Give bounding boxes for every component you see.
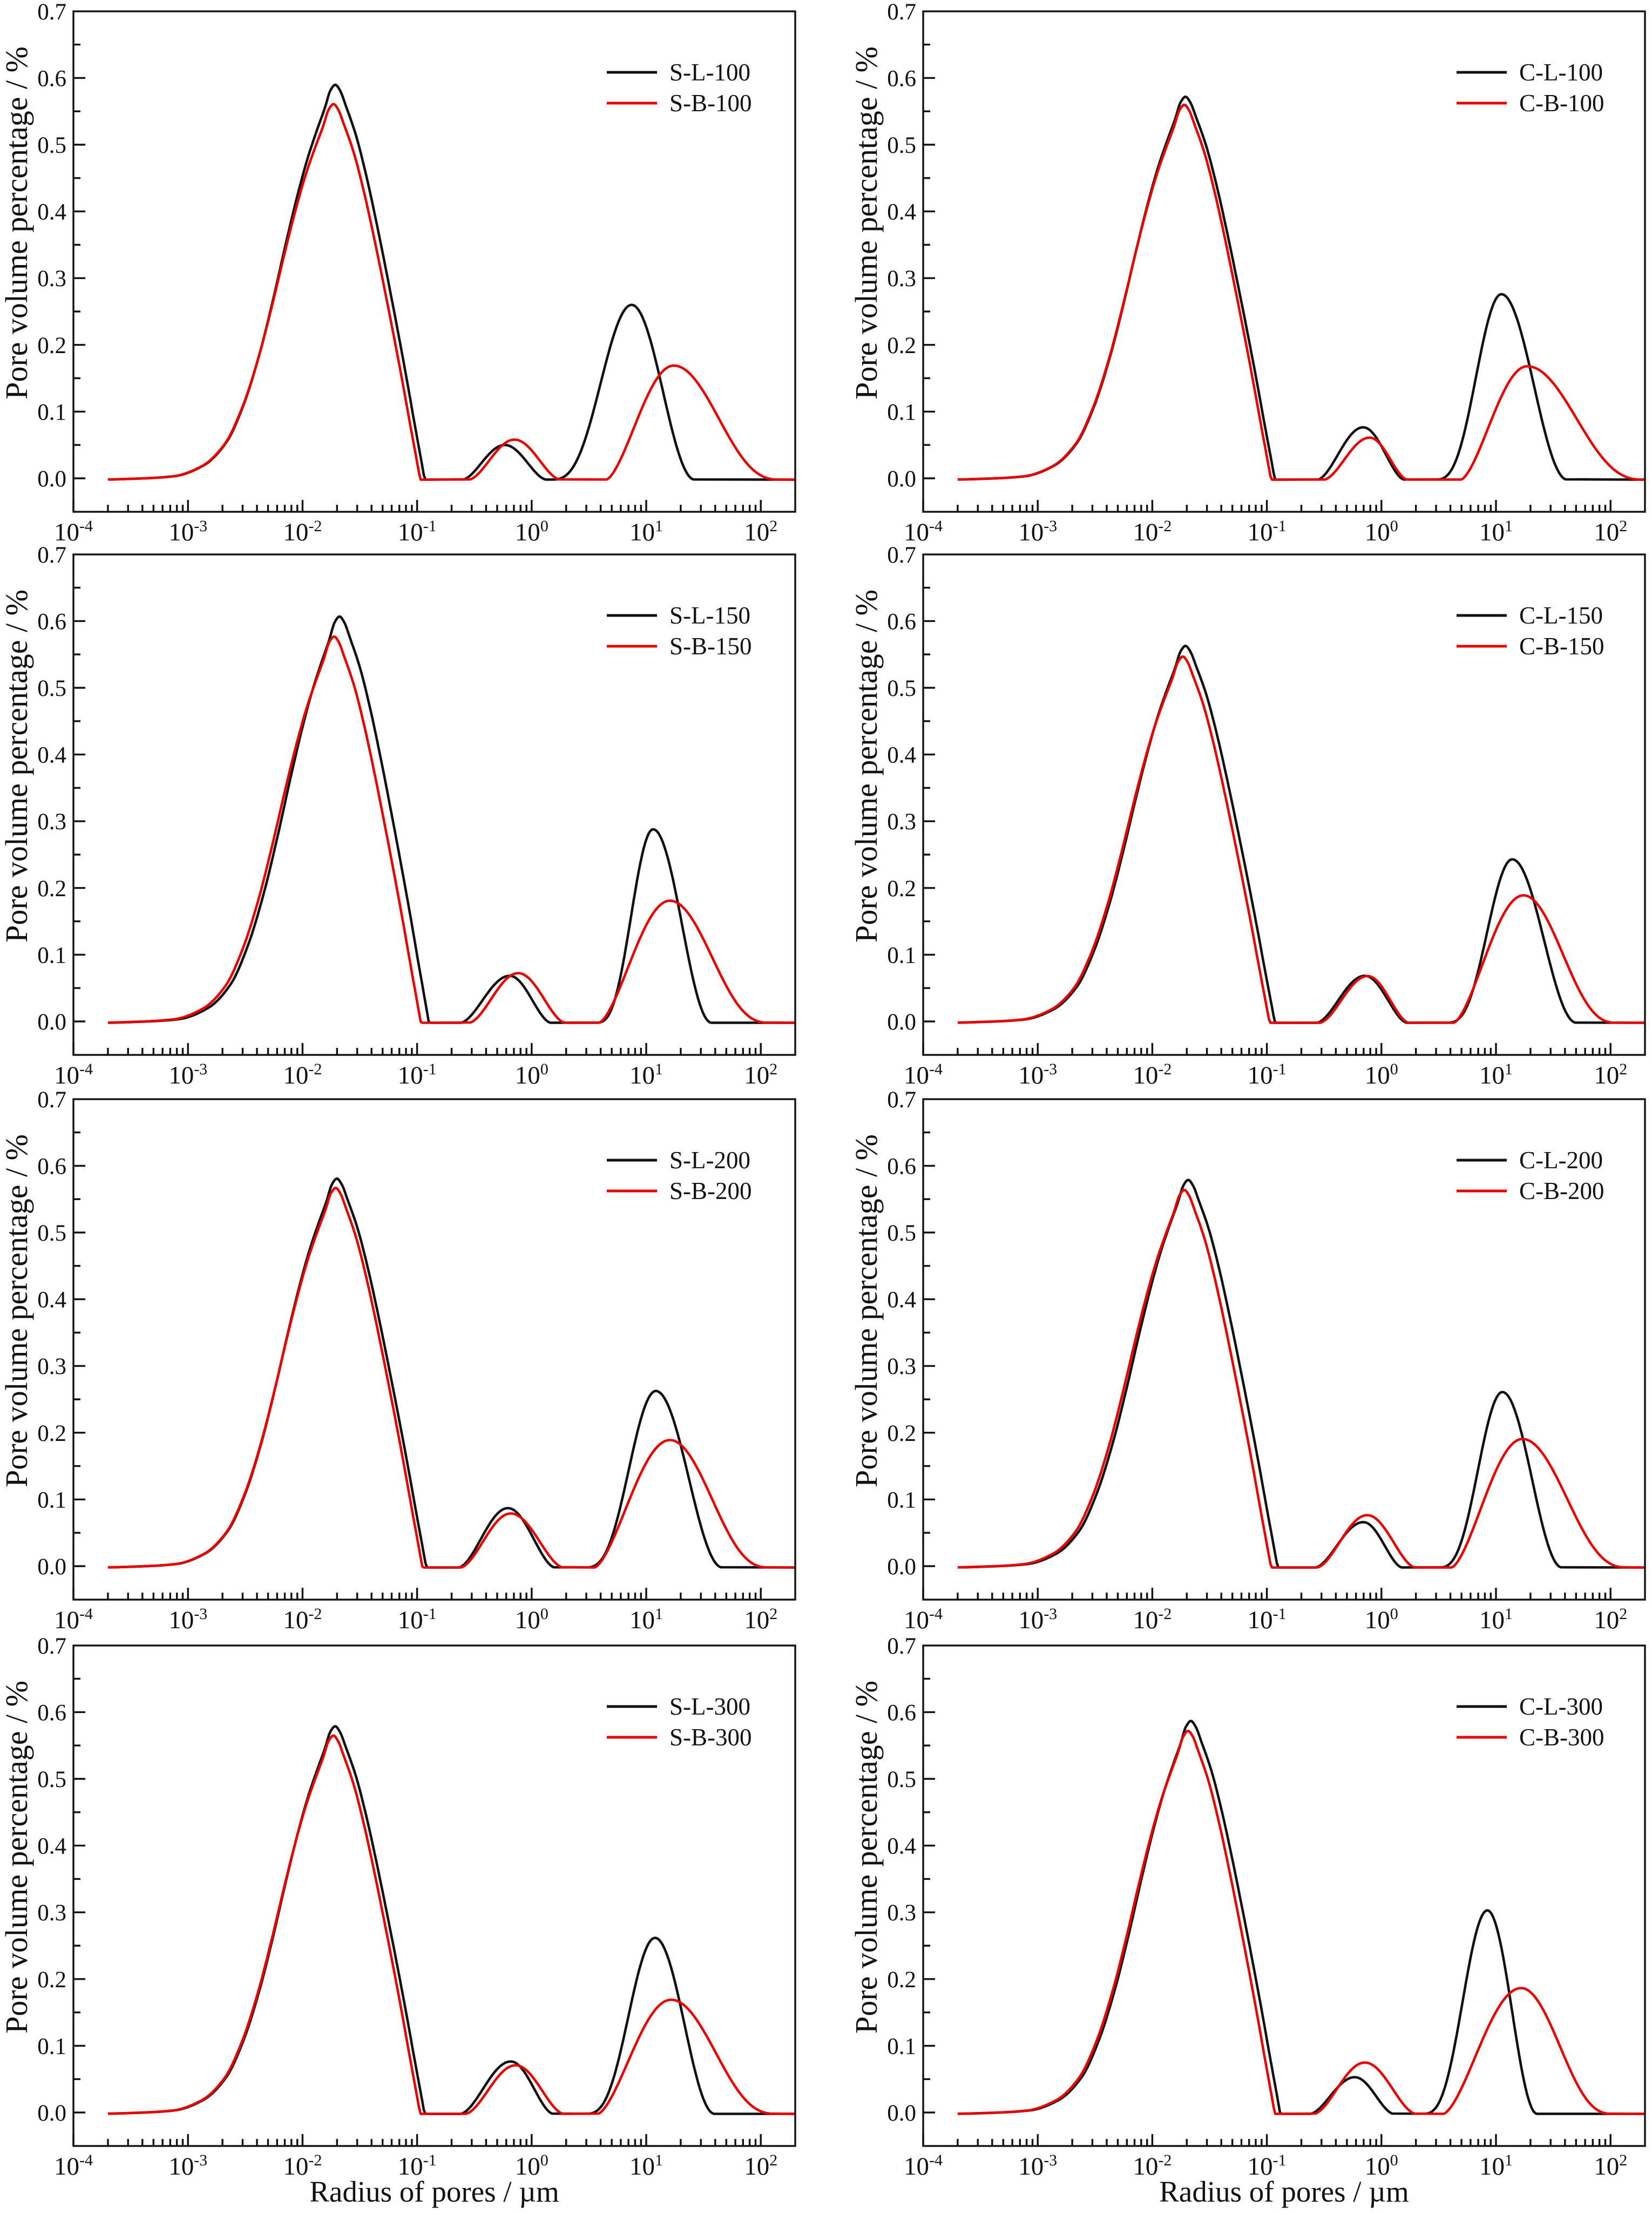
svg-text:0.4: 0.4 [887, 1834, 916, 1859]
svg-text:0.1: 0.1 [887, 1487, 916, 1513]
svg-text:0.4: 0.4 [37, 200, 66, 225]
svg-text:0.7: 0.7 [887, 543, 916, 568]
svg-text:10-1: 10-1 [398, 517, 437, 546]
svg-text:0.0: 0.0 [887, 1010, 916, 1035]
svg-text:102: 102 [744, 1605, 777, 1634]
svg-text:0.2: 0.2 [887, 333, 916, 358]
svg-text:C-L-200: C-L-200 [1519, 1147, 1603, 1174]
svg-text:0.3: 0.3 [37, 266, 66, 292]
svg-text:0.5: 0.5 [37, 1767, 66, 1792]
svg-text:Pore volume percentage / %: Pore volume percentage / % [849, 590, 884, 943]
svg-text:Pore volume percentage / %: Pore volume percentage / % [849, 46, 884, 400]
svg-text:0.1: 0.1 [37, 2034, 66, 2059]
svg-text:0.6: 0.6 [887, 66, 916, 91]
svg-text:0.1: 0.1 [887, 2034, 916, 2059]
svg-text:101: 101 [629, 1060, 663, 1089]
svg-text:0.6: 0.6 [37, 66, 66, 91]
svg-text:0.6: 0.6 [887, 1700, 916, 1725]
svg-text:0.5: 0.5 [887, 1221, 916, 1246]
svg-text:0.3: 0.3 [37, 1354, 66, 1379]
svg-text:0.4: 0.4 [37, 1288, 66, 1313]
svg-text:S-L-300: S-L-300 [669, 1693, 750, 1720]
svg-text:0.0: 0.0 [37, 1554, 66, 1580]
svg-text:0.2: 0.2 [887, 1421, 916, 1446]
svg-text:0.5: 0.5 [887, 1767, 916, 1792]
svg-text:0.6: 0.6 [887, 1154, 916, 1179]
svg-text:Radius of pores / µm: Radius of pores / µm [309, 2175, 559, 2208]
svg-text:10-2: 10-2 [283, 1605, 322, 1634]
svg-text:0.5: 0.5 [37, 133, 66, 158]
svg-text:0.2: 0.2 [37, 333, 66, 358]
svg-text:0.0: 0.0 [887, 1554, 916, 1580]
svg-text:0.1: 0.1 [887, 943, 916, 968]
svg-text:0.7: 0.7 [37, 1634, 66, 1659]
svg-text:S-B-300: S-B-300 [669, 1724, 752, 1751]
svg-text:0.1: 0.1 [37, 400, 66, 425]
svg-text:0.3: 0.3 [887, 809, 916, 835]
svg-text:0.3: 0.3 [887, 1900, 916, 1926]
svg-text:0.2: 0.2 [37, 1967, 66, 1993]
svg-text:0.2: 0.2 [887, 876, 916, 902]
svg-text:0.7: 0.7 [887, 0, 916, 25]
svg-text:0.3: 0.3 [887, 266, 916, 292]
svg-text:0.7: 0.7 [37, 0, 66, 25]
svg-text:101: 101 [1479, 517, 1513, 546]
svg-text:S-B-200: S-B-200 [669, 1177, 752, 1204]
svg-text:0.6: 0.6 [37, 609, 66, 634]
svg-text:0.6: 0.6 [37, 1700, 66, 1725]
svg-text:0.5: 0.5 [37, 676, 66, 701]
svg-text:0.4: 0.4 [37, 743, 66, 768]
svg-text:Pore volume percentage / %: Pore volume percentage / % [849, 1134, 884, 1487]
svg-text:Pore volume percentage / %: Pore volume percentage / % [0, 1134, 34, 1487]
svg-text:C-L-100: C-L-100 [1519, 59, 1603, 86]
svg-text:0.4: 0.4 [37, 1834, 66, 1859]
svg-text:0.0: 0.0 [37, 466, 66, 492]
svg-text:C-L-150: C-L-150 [1519, 602, 1603, 629]
svg-text:S-L-200: S-L-200 [669, 1147, 750, 1174]
svg-text:S-L-150: S-L-150 [669, 602, 750, 629]
svg-text:S-B-100: S-B-100 [669, 90, 752, 117]
svg-text:0.3: 0.3 [37, 809, 66, 835]
svg-text:0.0: 0.0 [37, 1010, 66, 1035]
svg-text:0.5: 0.5 [887, 133, 916, 158]
svg-text:C-B-100: C-B-100 [1519, 90, 1604, 117]
svg-text:0.0: 0.0 [887, 466, 916, 492]
svg-text:Pore volume percentage / %: Pore volume percentage / % [0, 46, 34, 400]
svg-text:0.5: 0.5 [37, 1221, 66, 1246]
svg-text:0.6: 0.6 [37, 1154, 66, 1179]
svg-text:S-L-100: S-L-100 [669, 59, 750, 86]
svg-text:100: 100 [1365, 2151, 1398, 2181]
svg-text:0.2: 0.2 [37, 876, 66, 902]
svg-text:C-B-150: C-B-150 [1519, 633, 1604, 660]
svg-text:0.4: 0.4 [887, 1288, 916, 1313]
svg-text:C-B-300: C-B-300 [1519, 1724, 1604, 1751]
svg-text:0.4: 0.4 [887, 200, 916, 225]
svg-text:Pore volume percentage / %: Pore volume percentage / % [0, 1681, 34, 2034]
svg-text:0.2: 0.2 [37, 1421, 66, 1446]
svg-text:0.4: 0.4 [887, 743, 916, 768]
svg-text:0.7: 0.7 [887, 1634, 916, 1659]
svg-text:10-2: 10-2 [1133, 1605, 1172, 1634]
svg-text:S-B-150: S-B-150 [669, 633, 752, 660]
svg-text:0.6: 0.6 [887, 609, 916, 634]
svg-text:C-B-200: C-B-200 [1519, 1177, 1604, 1204]
svg-text:10-3: 10-3 [168, 2151, 207, 2181]
svg-text:0.1: 0.1 [887, 400, 916, 425]
svg-text:Pore volume percentage / %: Pore volume percentage / % [849, 1681, 884, 2034]
svg-text:0.0: 0.0 [37, 2101, 66, 2126]
svg-text:Radius of pores / µm: Radius of pores / µm [1159, 2175, 1409, 2208]
svg-text:0.2: 0.2 [887, 1967, 916, 1993]
svg-text:0.7: 0.7 [37, 1087, 66, 1113]
svg-text:0.1: 0.1 [37, 1487, 66, 1513]
svg-text:0.5: 0.5 [887, 676, 916, 701]
svg-text:0.7: 0.7 [887, 1087, 916, 1113]
svg-text:0.0: 0.0 [887, 2101, 916, 2126]
svg-text:0.1: 0.1 [37, 943, 66, 968]
svg-text:0.3: 0.3 [37, 1900, 66, 1926]
svg-text:Pore volume percentage / %: Pore volume percentage / % [0, 590, 34, 943]
svg-text:0.7: 0.7 [37, 543, 66, 568]
svg-text:0.3: 0.3 [887, 1354, 916, 1379]
svg-text:C-L-300: C-L-300 [1519, 1693, 1603, 1720]
svg-text:10-4: 10-4 [904, 1605, 943, 1634]
